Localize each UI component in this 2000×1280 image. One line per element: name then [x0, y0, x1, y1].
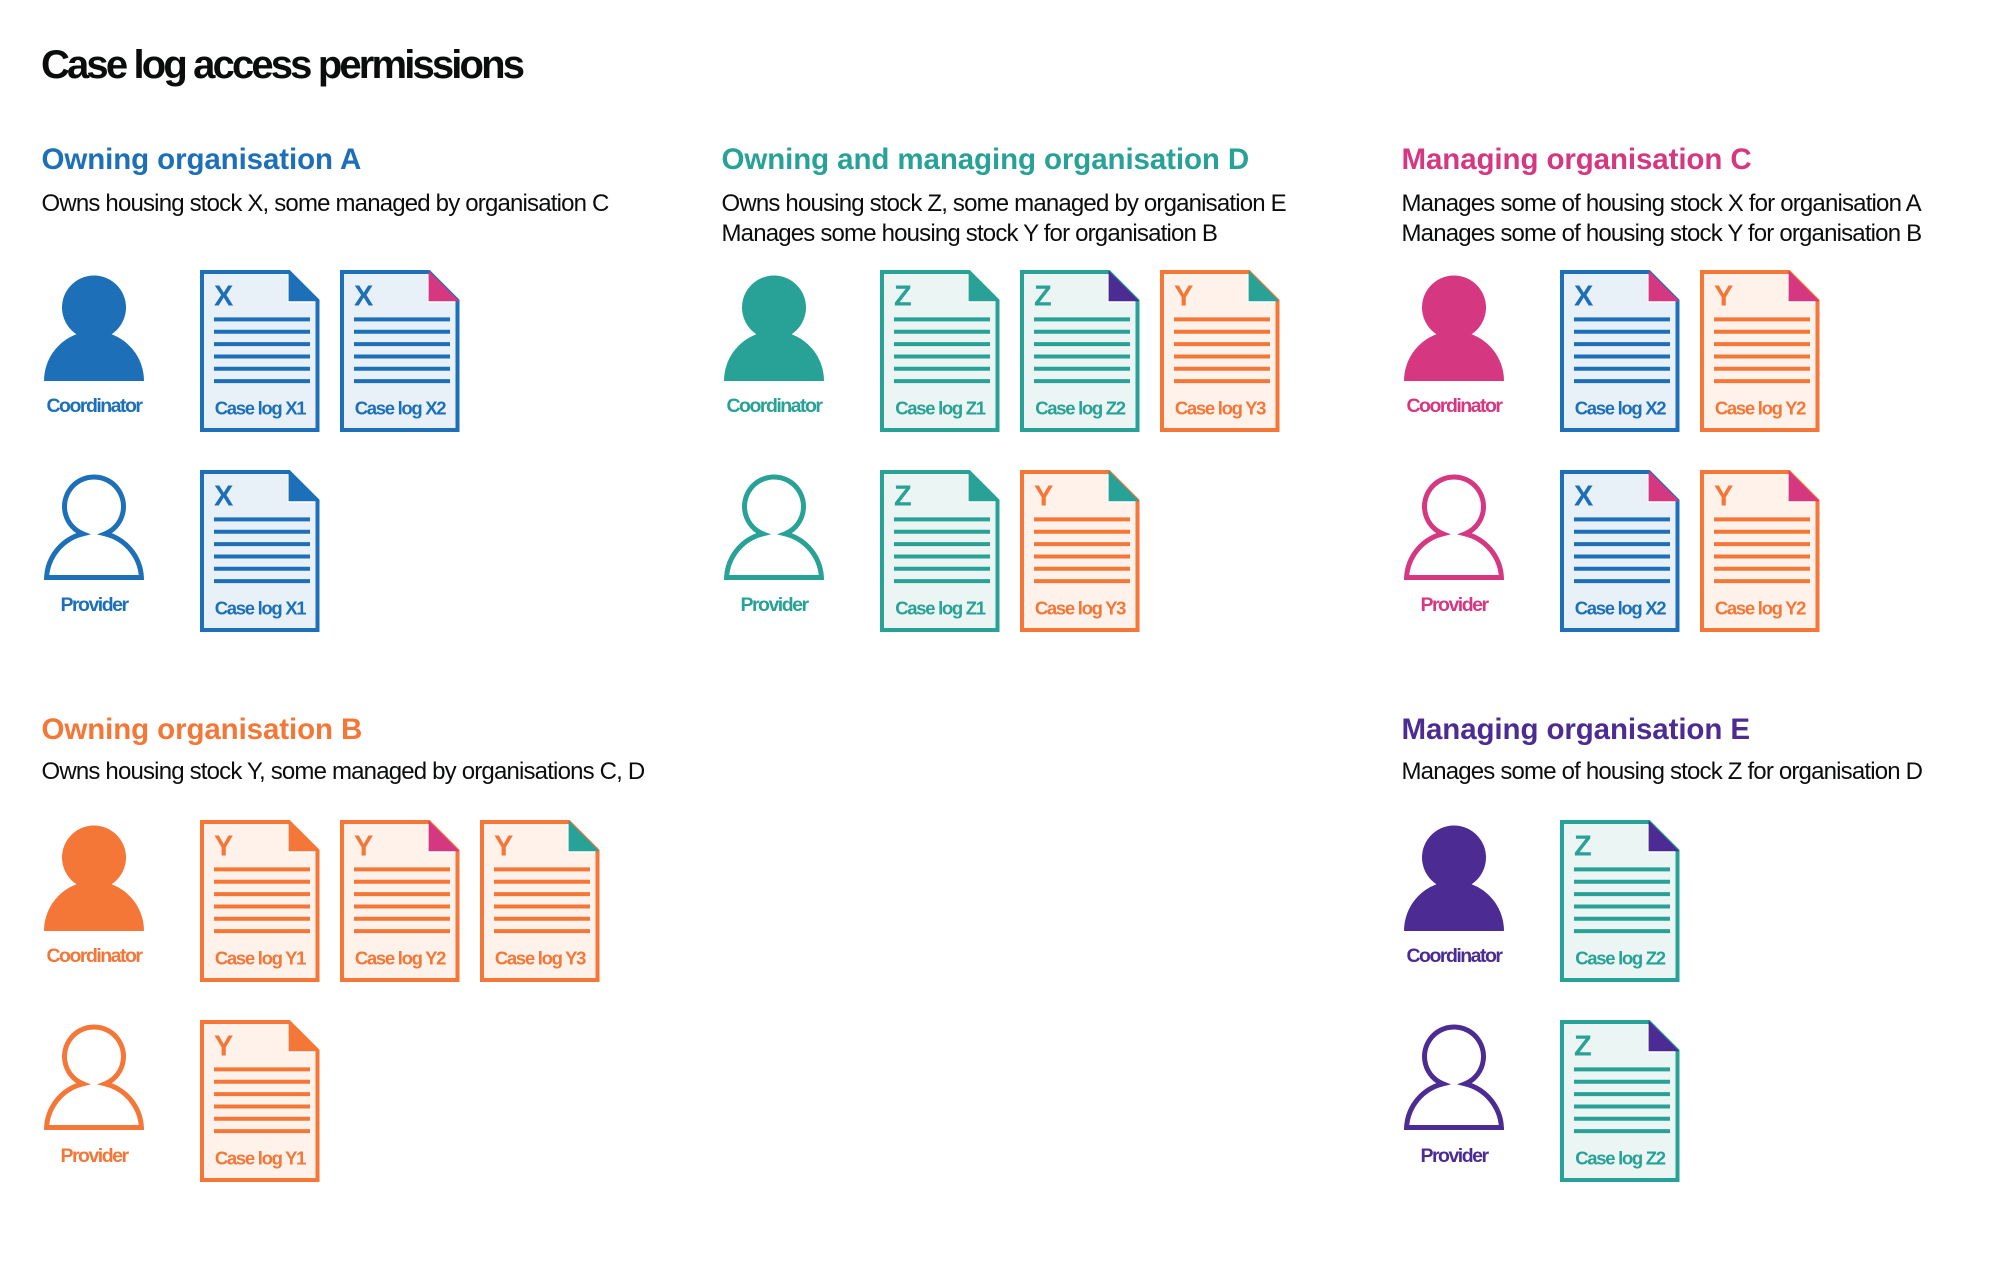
svg-text:Y: Y — [1034, 480, 1053, 512]
svg-text:Z: Z — [894, 480, 912, 512]
svg-text:Case log X2: Case log X2 — [1575, 397, 1667, 418]
svg-text:Case log X1: Case log X1 — [215, 397, 307, 418]
svg-text:Y: Y — [214, 831, 233, 863]
svg-text:Y: Y — [494, 831, 513, 863]
svg-text:Case log Z2: Case log Z2 — [1575, 1147, 1666, 1168]
svg-text:Case log Z2: Case log Z2 — [1035, 397, 1126, 418]
svg-text:Y: Y — [354, 831, 373, 863]
svg-text:Case log Y2: Case log Y2 — [1715, 397, 1806, 418]
svg-text:Case log Z1: Case log Z1 — [895, 597, 986, 618]
svg-text:Case log Y1: Case log Y1 — [215, 947, 306, 968]
svg-text:Case log X1: Case log X1 — [215, 597, 307, 618]
svg-text:Z: Z — [1574, 831, 1592, 863]
svg-text:X: X — [214, 281, 234, 313]
svg-text:Case log Z2: Case log Z2 — [1575, 947, 1666, 968]
svg-text:Y: Y — [1174, 281, 1193, 313]
svg-text:Case log Y2: Case log Y2 — [1715, 597, 1806, 618]
svg-text:Case log Y1: Case log Y1 — [215, 1147, 306, 1168]
svg-text:Case log Z1: Case log Z1 — [895, 397, 986, 418]
svg-text:X: X — [354, 281, 374, 313]
svg-text:Y: Y — [1714, 480, 1733, 512]
svg-text:X: X — [1574, 281, 1594, 313]
svg-text:Case log Y2: Case log Y2 — [355, 947, 446, 968]
svg-text:Y: Y — [214, 1030, 233, 1062]
svg-text:Case log Y3: Case log Y3 — [495, 947, 586, 968]
svg-text:Case log Y3: Case log Y3 — [1035, 597, 1126, 618]
svg-text:X: X — [214, 480, 234, 512]
svg-text:Case log X2: Case log X2 — [1575, 597, 1667, 618]
svg-text:Z: Z — [894, 281, 912, 313]
svg-text:Y: Y — [1714, 281, 1733, 313]
svg-text:Z: Z — [1574, 1030, 1592, 1062]
svg-text:X: X — [1574, 480, 1594, 512]
svg-text:Case log Y3: Case log Y3 — [1175, 397, 1266, 418]
svg-text:Case log X2: Case log X2 — [355, 397, 447, 418]
svg-text:Z: Z — [1034, 281, 1052, 313]
